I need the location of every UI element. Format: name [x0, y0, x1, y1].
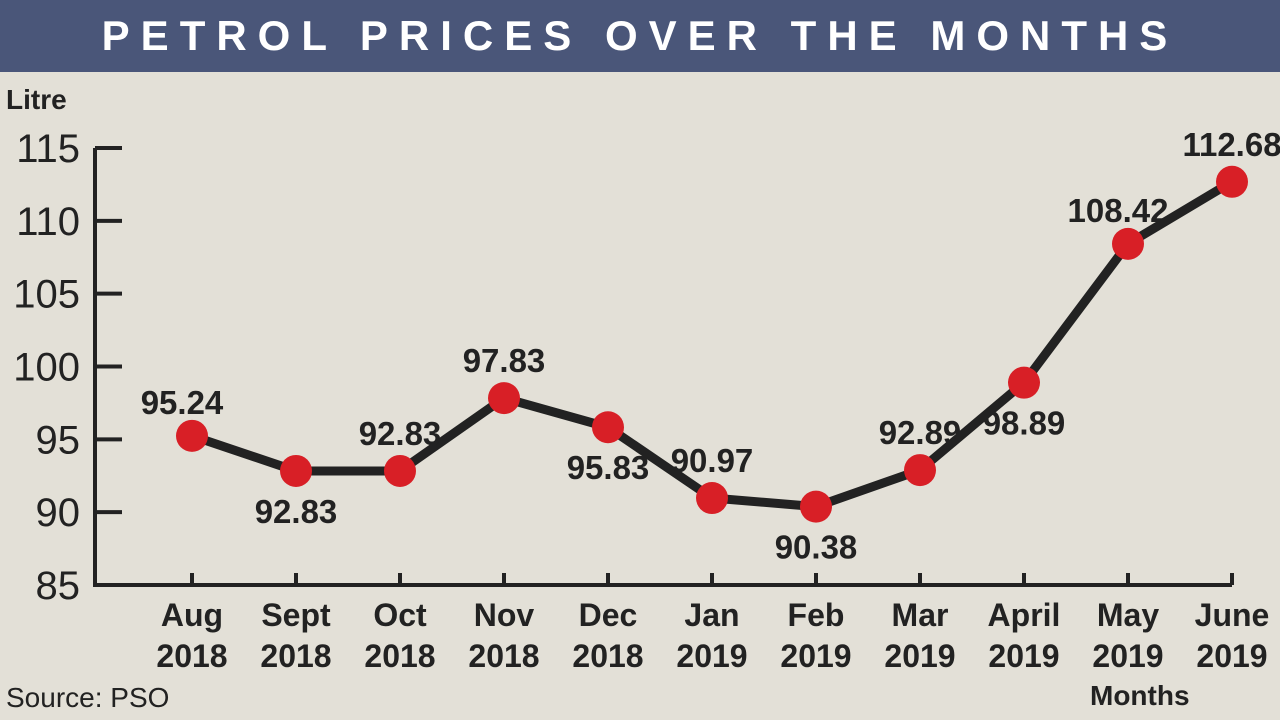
data-point [488, 382, 520, 415]
y-tick-label: 85 [36, 564, 81, 608]
source-note: Source: PSO [6, 682, 170, 713]
x-tick-label-month: Sept [261, 597, 331, 633]
x-tick-label-month: Nov [474, 597, 535, 633]
data-point [696, 482, 728, 515]
data-label: 92.83 [359, 415, 442, 452]
x-tick-label-month: Aug [161, 597, 223, 633]
x-tick-label-year: 2019 [884, 638, 955, 674]
x-tick-label-year: 2018 [260, 638, 331, 674]
x-tick-label-year: 2018 [572, 638, 643, 674]
x-tick-label-year: 2018 [156, 638, 227, 674]
y-tick-label: 90 [36, 491, 81, 535]
y-tick-label: 110 [16, 200, 80, 244]
x-tick-label-month: June [1195, 597, 1270, 633]
data-label: 95.83 [567, 449, 650, 486]
x-tick-label-year: 2019 [780, 638, 851, 674]
x-tick-label-year: 2019 [676, 638, 747, 674]
data-label: 95.24 [141, 384, 224, 421]
data-point [384, 454, 416, 487]
y-tick-label: 105 [13, 273, 80, 317]
data-label: 90.97 [671, 442, 754, 479]
chart-title: PETROL PRICES OVER THE MONTHS [0, 0, 1280, 72]
data-point [592, 411, 624, 444]
y-axis-label: Litre [6, 84, 67, 115]
x-tick-label-month: Feb [788, 597, 845, 633]
data-label: 90.38 [775, 529, 858, 566]
data-point [1008, 366, 1040, 399]
data-point [280, 454, 312, 487]
data-point [1216, 165, 1248, 198]
data-label: 112.68 [1182, 126, 1280, 163]
data-label: 92.89 [879, 414, 962, 451]
x-tick-label-month: Oct [373, 597, 427, 633]
x-tick-label-month: May [1097, 597, 1159, 633]
y-tick-label: 95 [36, 418, 81, 462]
y-tick-label: 100 [13, 346, 80, 390]
data-label: 98.89 [983, 405, 1066, 442]
data-point [800, 490, 832, 523]
x-tick-label-year: 2019 [988, 638, 1059, 674]
x-axis-label: Months [1090, 680, 1190, 711]
data-point [176, 419, 208, 452]
data-point [904, 454, 936, 487]
x-tick-label-year: 2019 [1092, 638, 1163, 674]
y-tick-label: 115 [16, 127, 80, 171]
data-label: 108.42 [1068, 192, 1169, 229]
x-tick-label-month: Mar [892, 597, 949, 633]
x-tick-label-year: 2018 [364, 638, 435, 674]
x-tick-label-month: Dec [579, 597, 638, 633]
data-label: 92.83 [255, 493, 338, 530]
data-label: 97.83 [463, 342, 546, 379]
x-tick-label-year: 2018 [468, 638, 539, 674]
data-point [1112, 227, 1144, 260]
x-tick-label-month: Jan [684, 597, 739, 633]
x-tick-label-month: April [988, 597, 1061, 633]
x-tick-label-year: 2019 [1196, 638, 1267, 674]
